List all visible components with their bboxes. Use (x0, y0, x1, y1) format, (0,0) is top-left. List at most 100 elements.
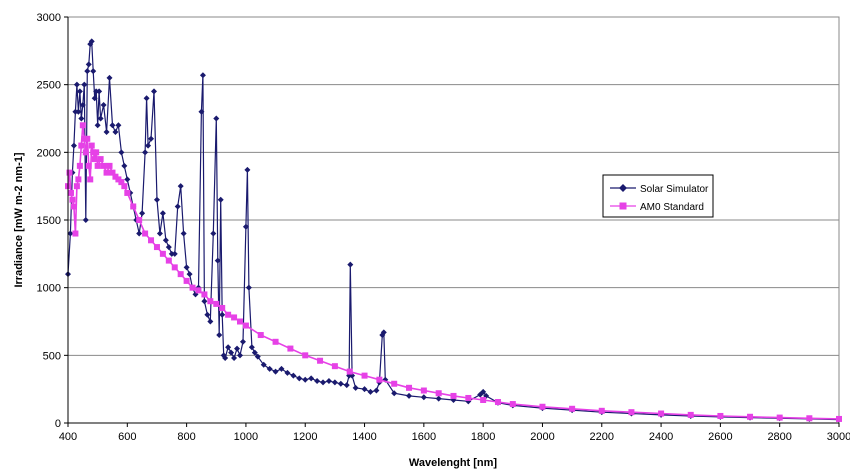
data-point (314, 378, 321, 385)
x-tick-label: 1800 (471, 431, 495, 443)
data-point (139, 210, 146, 217)
data-point (747, 413, 754, 420)
data-point (84, 68, 91, 75)
x-tick-label: 2600 (708, 431, 732, 443)
data-point (225, 344, 232, 351)
x-tick-label: 1400 (352, 431, 376, 443)
data-point (76, 88, 83, 95)
y-tick-label: 500 (43, 350, 61, 362)
data-point (201, 291, 208, 298)
data-point (67, 230, 74, 237)
data-point (121, 183, 128, 190)
data-point (78, 142, 85, 149)
data-point (331, 379, 338, 386)
axes: 0 500 1000 1500 2000 2500 3000 400 600 800 1000 120… (37, 12, 850, 443)
data-point (337, 380, 344, 387)
data-point (465, 394, 472, 401)
data-point (73, 81, 80, 88)
data-point (103, 129, 110, 136)
data-point (207, 318, 214, 325)
data-point (66, 169, 73, 176)
data-point (331, 363, 338, 370)
legend-label-am0-standard: AM0 Standard (640, 202, 704, 213)
data-point (509, 401, 516, 408)
data-point (210, 230, 217, 237)
data-point (231, 355, 238, 362)
data-point (598, 407, 605, 414)
data-point (118, 149, 125, 156)
data-point (118, 179, 125, 186)
data-point (260, 361, 267, 368)
data-point (171, 250, 178, 257)
data-point (494, 399, 501, 406)
data-point (248, 344, 255, 351)
data-point (420, 394, 427, 401)
data-point (130, 203, 137, 210)
data-point (136, 230, 143, 237)
data-point (361, 386, 368, 393)
data-point (320, 379, 327, 386)
data-point (90, 68, 97, 75)
data-point (76, 162, 83, 169)
data-point (189, 284, 196, 291)
data-point (165, 244, 172, 251)
data-point (236, 352, 243, 359)
x-tick-label: 800 (177, 431, 195, 443)
data-point (106, 74, 113, 81)
data-point (302, 376, 309, 383)
data-point (450, 392, 457, 399)
data-point (367, 388, 374, 395)
data-point (214, 257, 221, 264)
data-point (376, 376, 383, 383)
legend: Solar Simulator AM0 Standard (602, 174, 714, 218)
x-tick-label: 2400 (649, 431, 673, 443)
y-tick-label: 0 (55, 418, 61, 430)
x-axis-label: Wavelenght [nm] (409, 457, 498, 469)
data-point (234, 345, 241, 352)
data-point (296, 375, 303, 382)
data-point (79, 101, 86, 108)
data-point (93, 149, 100, 156)
data-point (391, 380, 398, 387)
data-point (272, 338, 279, 345)
legend-marker-diamond (619, 184, 627, 192)
legend-label-solar-simulator: Solar Simulator (640, 184, 709, 195)
data-point (257, 332, 264, 339)
y-tick-label: 2000 (37, 147, 61, 159)
data-point (242, 223, 249, 230)
data-point (435, 395, 442, 402)
data-point (87, 176, 94, 183)
data-point (82, 149, 89, 156)
data-point (143, 95, 150, 102)
data-point (72, 230, 79, 237)
data-point (228, 349, 235, 356)
data-point (217, 196, 224, 203)
data-point (717, 412, 724, 419)
data-point (67, 189, 74, 196)
data-point (159, 210, 166, 217)
data-point (153, 196, 160, 203)
data-point (480, 396, 487, 403)
data-point (236, 318, 243, 325)
data-point (73, 183, 80, 190)
data-point (174, 203, 181, 210)
data-point (84, 135, 91, 142)
data-point (75, 176, 82, 183)
data-point (88, 38, 95, 45)
data-point (195, 287, 202, 294)
data-point (124, 189, 131, 196)
series-solar-simulator (65, 38, 842, 423)
data-point (142, 230, 149, 237)
data-point (79, 122, 86, 129)
data-point (199, 72, 206, 79)
data-point (219, 304, 226, 311)
data-point (97, 115, 104, 122)
data-point (94, 162, 101, 169)
data-point (343, 382, 350, 389)
x-tick-label: 1200 (293, 431, 317, 443)
data-point (183, 264, 190, 271)
data-point (266, 365, 273, 372)
x-tick-label: 2000 (530, 431, 554, 443)
data-point (124, 176, 131, 183)
